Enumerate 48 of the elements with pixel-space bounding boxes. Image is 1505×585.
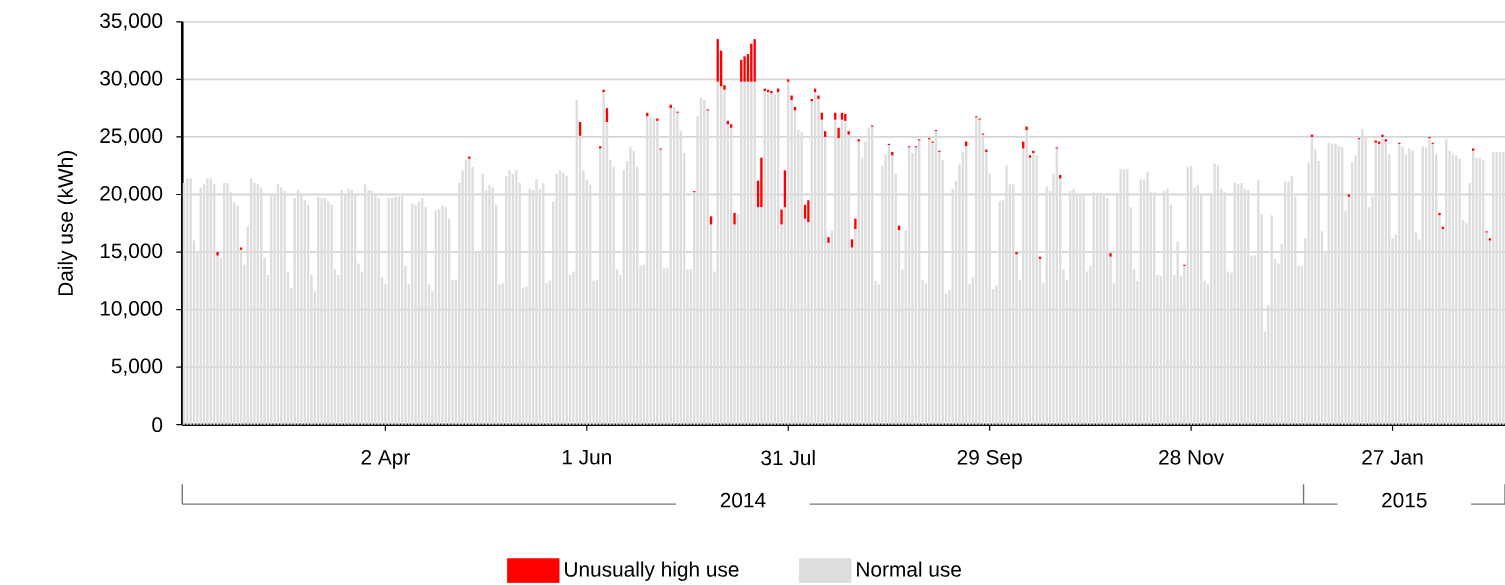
bar [1488,238,1492,241]
bar [857,139,860,142]
text: 2015 [1382,492,1427,508]
bar [1374,140,1377,143]
x-tick-label: 2 Apr [361,449,410,469]
bar [837,127,840,138]
bar [770,90,773,93]
y-tick-label: 5,000 [111,358,163,376]
x-tick-label: 31 Jul [761,449,815,466]
bar [1028,155,1032,158]
bar [1471,148,1475,151]
y-tick-label: 15,000 [100,243,163,261]
bar [817,95,820,99]
bar [1438,212,1441,215]
bar [1347,194,1351,197]
bar [787,79,790,82]
y-tick-label: 30,000 [100,70,163,88]
bar [827,236,830,243]
x-tick-label: 29 Sep [957,449,1022,469]
bar [854,218,857,229]
x-tick-label: 28 Nov [1159,449,1224,465]
bar [216,251,219,256]
bar [847,130,850,135]
bar [730,124,733,128]
x-tick-label: 1 Jun [562,449,611,465]
x-tick-label: 27 Jan [1362,449,1423,465]
bar [790,95,793,100]
legend-label: Unusually high use [565,561,739,581]
bar [733,212,736,225]
y-tick-label: 20,000 [100,185,163,203]
bar [1015,251,1018,255]
text: 2014 [720,492,766,508]
legend-label: Normal use [857,561,961,577]
bar [1025,126,1028,130]
bar [602,89,605,92]
y-tick-label: 10,000 [100,300,163,318]
bar [1381,134,1384,137]
y-tick-label: 35,000 [100,13,163,31]
bar [239,247,243,250]
y-tick-label: 25,000 [100,128,163,146]
bar [1384,139,1387,142]
bar [807,200,810,222]
y-tick-label: 0 [152,417,163,432]
y-axis-title: Daily use (kWh) [57,150,78,295]
bar [753,38,756,82]
bar [760,157,763,207]
bar [1109,252,1112,257]
bar [780,209,783,225]
